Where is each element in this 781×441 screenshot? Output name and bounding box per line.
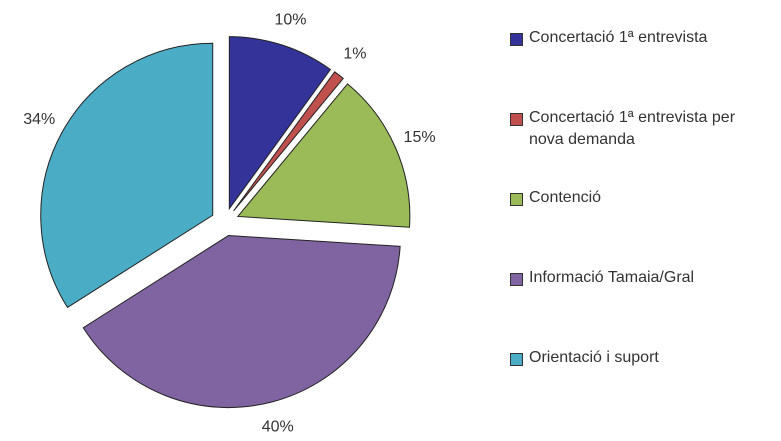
- legend-item: Orientació i suport: [510, 349, 744, 369]
- legend-item: Informació Tamaia/Gral: [510, 269, 744, 289]
- data-label: 34%: [23, 111, 55, 128]
- pie-slice: [40, 42, 214, 309]
- legend-swatch: [510, 353, 523, 366]
- legend-swatch: [510, 193, 523, 206]
- legend-swatch: [510, 113, 523, 126]
- legend-label: Orientació i suport: [529, 349, 659, 366]
- pie-slice: [236, 83, 411, 228]
- legend-label: Concertació 1ª entrevista: [529, 29, 708, 46]
- data-label: 15%: [404, 129, 436, 146]
- pie-slice: [233, 71, 344, 212]
- data-label: 10%: [274, 12, 306, 29]
- legend-label: Informació Tamaia/Gral: [529, 269, 695, 286]
- legend-item: Concertació 1ª entrevista per nova deman…: [510, 109, 744, 151]
- legend-label: Contenció: [529, 189, 602, 206]
- data-label: 40%: [262, 419, 294, 436]
- data-label: 1%: [343, 46, 366, 63]
- legend-item: Contenció: [510, 189, 744, 209]
- legend-item: Concertació 1ª entrevista: [510, 29, 744, 49]
- pie-slice: [82, 235, 401, 409]
- legend-swatch: [510, 273, 523, 286]
- pie-slice: [228, 36, 332, 211]
- legend-label: Concertació 1ª entrevista per nova deman…: [529, 109, 736, 148]
- legend-swatch: [510, 33, 523, 46]
